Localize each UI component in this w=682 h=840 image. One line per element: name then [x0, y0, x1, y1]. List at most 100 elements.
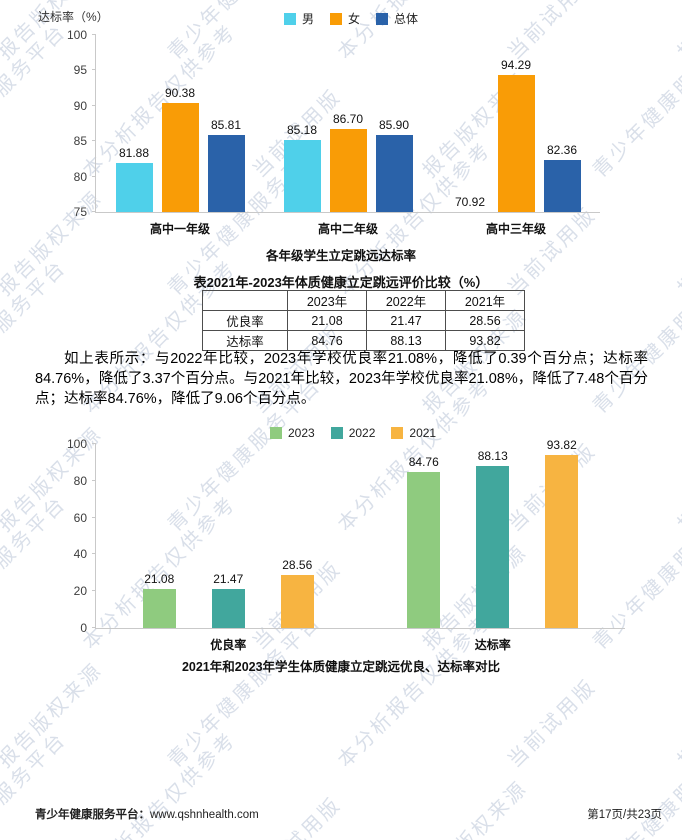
chart2-title: 2021年和2023年学生体质健康立定跳远优良、达标率对比 [181, 660, 501, 674]
comparison-table-title: 表2021年-2023年体质健康立定跳远评价比较（%） [193, 275, 489, 290]
table-row: 达标率 84.76 88.13 93.82 [202, 330, 525, 351]
y-axis-tick-mark [92, 516, 96, 518]
y-axis-tick-mark [92, 211, 96, 212]
bar-value-label: 21.47 [213, 571, 244, 586]
chart2-legend: 2023 2022 2021 [270, 426, 436, 440]
table-cell: 88.13 [366, 330, 446, 351]
legend-swatch-icon [391, 427, 404, 439]
legend-item: 2021 [391, 426, 436, 440]
y-axis-tick-mark [92, 175, 96, 177]
legend-swatch-icon [330, 12, 343, 25]
bar [283, 139, 321, 212]
bar-value-label: 86.70 [332, 112, 364, 127]
x-axis-category-label: 高中三年级 [485, 222, 547, 236]
bar-value-label: 21.08 [144, 572, 175, 587]
bar [543, 159, 581, 212]
watermark-text: 报告版权来源 [418, 776, 533, 840]
bar [375, 134, 413, 212]
y-axis-tick-label: 20 [73, 584, 87, 599]
bar [407, 472, 441, 628]
bar-slot: 21.47 [211, 444, 245, 628]
y-axis-tick-mark [92, 553, 96, 555]
bar-slot: 21.08 [142, 444, 176, 628]
bar [497, 75, 535, 212]
table-header-row: 2023年 2022年 2021年 [202, 290, 525, 311]
y-axis-tick-mark [92, 627, 96, 628]
comparison-table: 2023年 2022年 2021年 优良率 21.08 21.47 28.56 … [202, 290, 525, 351]
bar-slot: 88.13 [476, 444, 510, 628]
chart1-y-axis-label: 达标率（%） [38, 10, 109, 24]
y-axis-tick-mark [92, 34, 96, 35]
bar-value-label: 85.81 [210, 118, 242, 133]
legend-swatch-icon [376, 12, 389, 25]
y-axis-tick-label: 85 [73, 134, 87, 149]
bar-value-label: 85.18 [286, 122, 318, 137]
analysis-paragraph: 如上表所示：与2022年比较，2023年学校优良率21.08%，降低了0.39个… [35, 351, 648, 407]
legend-swatch-icon [270, 427, 282, 439]
grade-standard-rate-chart: 达标率（%） 男 女 总体 75 80 85 90 95 100 81.88 90.38 85.81… [0, 0, 682, 263]
bar-slot: 28.56 [280, 444, 314, 628]
watermark-text: 青少年健康服务平台 [588, 728, 682, 840]
y-axis-tick-label: 100 [66, 437, 87, 451]
legend-label: 2022 [348, 426, 376, 440]
bar-group: 84.76 88.13 93.82 达标率 [407, 438, 579, 652]
bar-slot: 82.36 [543, 35, 581, 212]
y-axis-tick-mark [92, 140, 96, 142]
bar-groups: 81.88 90.38 85.81 高中一年级 85.18 86.70 85.90 高中二年级… [96, 35, 600, 236]
bar [115, 163, 153, 212]
x-axis-category-label: 高中二年级 [317, 222, 379, 236]
y-axis-tick-mark [92, 69, 96, 71]
x-axis-category-label: 高中一年级 [149, 222, 211, 236]
watermark-text: 当前试用版 [245, 789, 347, 840]
y-axis-tick-label: 100 [66, 28, 87, 42]
bar-value-label: 84.76 [408, 455, 439, 470]
table-col-2021: 2021年 [445, 290, 525, 311]
legend-label: 2021 [409, 426, 437, 440]
legend-item: 2022 [330, 426, 376, 440]
y-axis-tick-label: 75 [73, 205, 87, 219]
bar-slot: 86.70 [329, 35, 367, 212]
bar [211, 588, 245, 628]
y-axis-tick-label: 0 [80, 621, 87, 635]
bar [161, 103, 199, 212]
bar-group: 85.18 86.70 85.90 高中二年级 [283, 35, 413, 236]
watermark-text: 本分析报告仅供参考 [78, 728, 241, 840]
y-axis-tick-mark [92, 104, 96, 106]
table-cell: 21.47 [366, 310, 446, 331]
row-label-excellent-rate: 优良率 [202, 310, 288, 331]
bar-value-label: 90.38 [164, 86, 196, 101]
bar-value-label: 70.92 [454, 195, 486, 209]
bar-slot: 70.92 [452, 35, 489, 212]
y-axis-tick-label: 90 [73, 98, 87, 113]
bar-slot: 81.88 [115, 35, 153, 212]
bar-value-label: 85.90 [378, 117, 410, 132]
legend-swatch-icon [330, 427, 343, 439]
chart2-plot-area: 0 20 40 60 80 100 21.08 21.47 28.56 优良率 84.76 88.13… [67, 437, 625, 652]
legend-item: 2023 [270, 426, 315, 440]
chart1-legend: 男 女 总体 [284, 10, 418, 27]
table-row: 优良率 21.08 21.47 28.56 [202, 310, 525, 331]
y-axis-tick-mark [92, 479, 96, 481]
legend-item: 男 [284, 10, 314, 27]
legend-label: 2023 [288, 426, 315, 440]
bar [142, 589, 176, 628]
table-cell: 21.08 [287, 310, 367, 331]
table-col-2023: 2023年 [287, 290, 367, 311]
y-axis-tick-mark [92, 443, 96, 444]
watermark-text: 青少年健康服务平台 [0, 728, 71, 840]
bar-value-label: 88.13 [477, 448, 508, 463]
table-corner-cell [202, 290, 288, 311]
y-axis-tick-mark [92, 590, 96, 592]
legend-label: 女 [348, 12, 361, 26]
page-number: 第17页/共23页 [587, 809, 662, 821]
table-cell: 28.56 [445, 310, 525, 331]
legend-swatch-icon [284, 12, 296, 25]
footer-site-info: 青少年健康服务平台：www.qshnhealth.com [35, 806, 259, 822]
watermark-text: 当前试用版 [503, 675, 601, 773]
legend-label: 男 [302, 12, 315, 26]
x-axis-category-label: 达标率 [474, 638, 511, 652]
bar-slot: 85.81 [207, 35, 245, 212]
table-cell: 84.76 [287, 330, 367, 351]
table-col-2022: 2022年 [366, 290, 446, 311]
